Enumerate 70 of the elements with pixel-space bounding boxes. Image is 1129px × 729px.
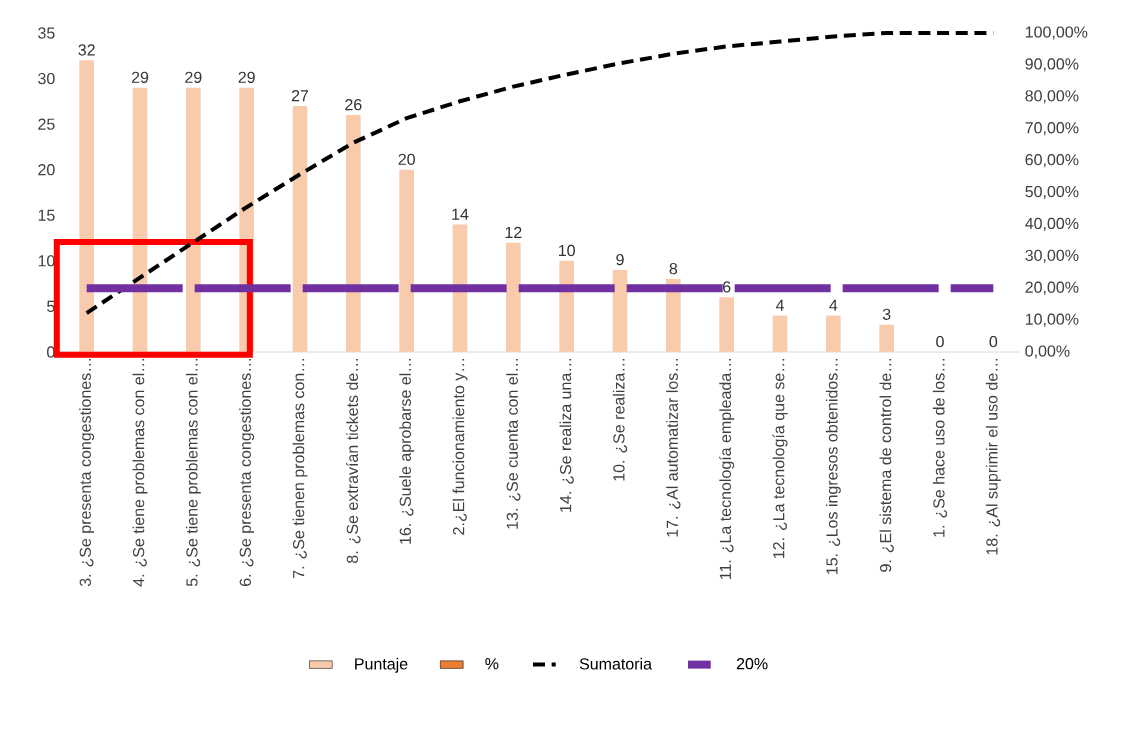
y2-tick-label: 40,00% [1025, 217, 1079, 232]
data-label: 12 [505, 226, 522, 238]
data-label: 6 [723, 281, 731, 293]
legend-label: Puntaje [355, 657, 408, 673]
bar [346, 115, 361, 352]
data-label: 26 [345, 99, 362, 111]
y2-tick-label: 70,00% [1025, 122, 1079, 136]
y-tick-label: 25 [38, 118, 55, 130]
data-label: 4 [829, 299, 838, 311]
x-tick-label: 13. ¿Se cuenta con el… [506, 358, 521, 529]
x-tick-label: 15. ¿Los ingresos obtenidos… [825, 358, 841, 574]
data-label: 10 [558, 244, 575, 257]
data-label: 4 [775, 299, 784, 311]
bar [612, 269, 628, 352]
data-label: 27 [291, 90, 309, 102]
x-tick-label: 17. ¿Al automatizar los… [666, 358, 681, 537]
data-label: 32 [78, 44, 95, 56]
bar [186, 87, 201, 352]
y2-tick-label: 50,00% [1025, 185, 1079, 200]
y2-tick-label: 80,00% [1025, 90, 1079, 104]
bar [292, 105, 308, 352]
bar [399, 169, 414, 352]
x-tick-label: 11. ¿La tecnología empleada… [719, 358, 735, 580]
y2-tick-label: 60,00% [1025, 154, 1079, 168]
x-tick-label: 5. ¿Se tiene problemas con el… [185, 358, 201, 587]
x-tick-label: 4. ¿Se tiene problemas con el… [132, 358, 148, 587]
data-label: 3 [882, 308, 891, 320]
data-label: 0 [936, 335, 944, 348]
data-label: 14 [452, 208, 469, 220]
bar [772, 315, 788, 352]
bar [879, 324, 895, 352]
x-tick-label: 14. ¿Se realiza una… [559, 358, 574, 512]
y-tick-label: 20 [38, 164, 55, 176]
y-tick-label: 35 [38, 27, 55, 39]
data-label: 8 [669, 263, 678, 275]
bar [719, 297, 734, 352]
data-label: 20 [398, 153, 415, 165]
x-tick-label: 16. ¿Suele aprobarse el… [399, 358, 415, 544]
x-tick-label: 6. ¿Se presenta congestiones… [239, 358, 255, 586]
legend-label: 20% [736, 658, 768, 670]
bar [452, 224, 468, 352]
x-tick-label: 7. ¿Se tienen problemas con… [292, 358, 308, 578]
y2-tick-label: 90,00% [1025, 58, 1079, 72]
legend-label: % [485, 658, 499, 670]
data-label: 0 [989, 335, 998, 348]
y2-tick-label: 10,00% [1025, 313, 1079, 327]
data-label: 29 [185, 71, 202, 83]
x-tick-label: 12. ¿La tecnología que se… [772, 358, 788, 559]
data-label: 29 [238, 71, 255, 83]
x-tick-label: 10. ¿Se realiza… [612, 358, 628, 481]
y2-tick-label: 100,00% [1025, 26, 1088, 40]
bar [506, 242, 521, 352]
x-tick-label: 18. ¿Al suprimir el uso de… [985, 358, 1001, 555]
y-tick-label: 15 [38, 209, 55, 221]
y2-tick-label: 20,00% [1025, 281, 1079, 295]
bar [826, 315, 841, 352]
data-label: 9 [616, 253, 624, 266]
x-tick-label: 3. ¿Se presenta congestiones… [79, 358, 95, 587]
bar [666, 279, 681, 352]
x-tick-label: 9. ¿El sistema de control de… [879, 358, 894, 572]
bar [79, 60, 94, 352]
x-tick-label: 1. ¿Se hace uso de los… [932, 358, 948, 537]
x-tick-label: 8. ¿Se extravían tickets de… [346, 358, 361, 563]
x-tick-label: 2.¿El funcionamiento y… [452, 358, 468, 535]
y-tick-label: 5 [47, 300, 55, 312]
y2-tick-label: 0,00% [1025, 345, 1070, 359]
data-label: 29 [131, 71, 149, 83]
y2-tick-label: 30,00% [1025, 249, 1079, 263]
y-tick-label: 30 [38, 72, 55, 85]
legend-label: Sumatoria [579, 657, 652, 670]
